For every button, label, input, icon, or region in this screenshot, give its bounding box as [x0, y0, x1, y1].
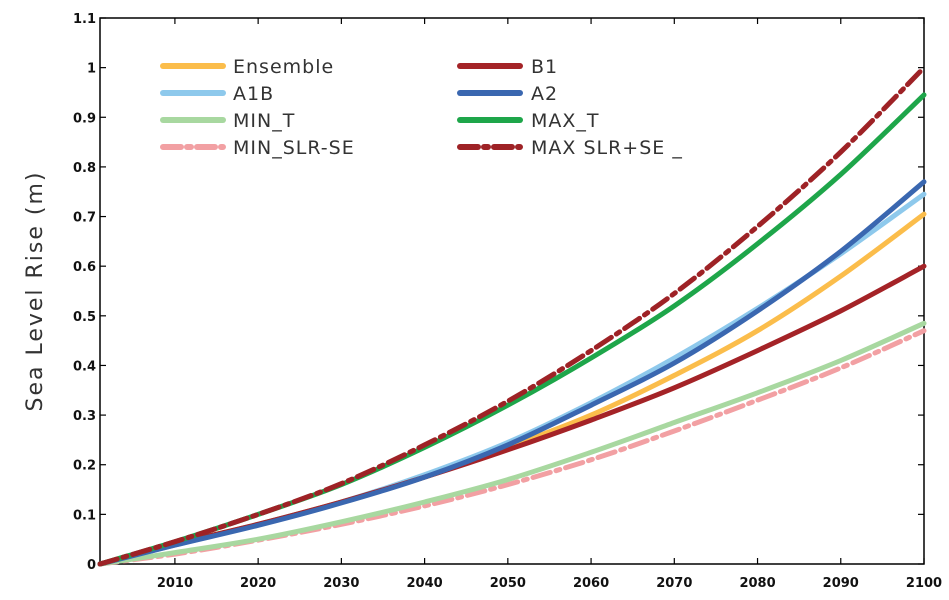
x-tick-label: 2030	[323, 576, 359, 591]
y-tick-label: 0.3	[73, 409, 96, 424]
x-tick-label: 2040	[407, 576, 443, 591]
plot-frame	[99, 17, 925, 565]
x-tick-label: 2100	[906, 576, 942, 591]
legend-label-ensemble: Ensemble	[233, 56, 334, 78]
y-tick-label: 0.9	[73, 111, 96, 126]
y-tick-label: 0.5	[73, 310, 96, 325]
x-tick-label: 2020	[240, 576, 276, 591]
series-line-ensemble	[97, 211, 927, 567]
series-line-b1	[97, 263, 927, 567]
series-line-max-slr-se	[97, 65, 927, 567]
legend-label-b1: B1	[531, 56, 558, 78]
legend-label-a2: A2	[531, 83, 558, 105]
x-tick-label: 2010	[157, 576, 193, 591]
y-tick-label: 0.7	[73, 211, 96, 226]
series-line-a2	[97, 179, 927, 567]
legend-label-a1b: A1B	[233, 83, 274, 105]
y-tick-label: 0.1	[73, 508, 96, 523]
y-tick-label: 0.6	[73, 260, 96, 275]
x-tick-label: 2070	[656, 576, 692, 591]
x-tick-label: 2060	[573, 576, 609, 591]
y-tick-label: 1.1	[73, 12, 96, 27]
y-tick-label: 0.8	[73, 161, 96, 176]
x-tick-label: 2050	[490, 576, 526, 591]
y-axis-label: Sea Level Rise (m)	[23, 170, 48, 411]
y-tick-label: 0.4	[73, 359, 96, 374]
y-tick-label: 0	[87, 558, 96, 573]
series-line-min-t	[97, 320, 927, 567]
legend-label-max-slr-se: MAX SLR+SE _	[531, 137, 683, 159]
legend-label-max-t: MAX_T	[531, 110, 600, 132]
y-tick-label: 1	[87, 62, 96, 77]
y-tick-label: 0.2	[73, 459, 96, 474]
legend-label-min-t: MIN_T	[233, 110, 295, 132]
x-tick-label: 2090	[823, 576, 859, 591]
legend-label-min-slr-se: MIN_SLR-SE	[233, 137, 355, 159]
x-tick-label: 2080	[739, 576, 775, 591]
